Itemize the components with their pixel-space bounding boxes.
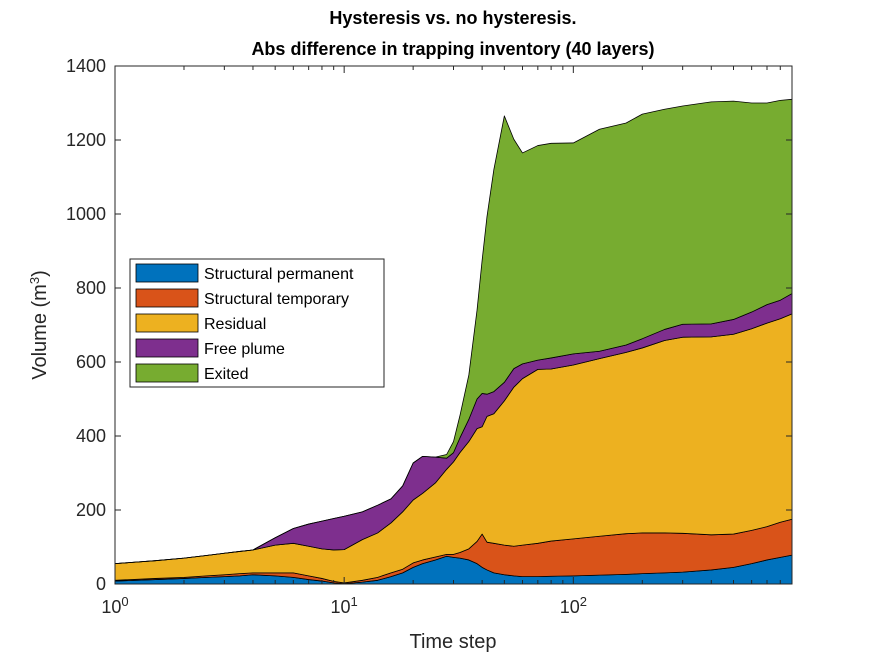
y-tick-label: 0 (96, 574, 106, 594)
y-tick-label: 200 (76, 500, 106, 520)
x-tick-base: 10 (560, 597, 580, 617)
x-tick-exponent: 2 (580, 594, 587, 609)
y-tick-label: 800 (76, 278, 106, 298)
legend-swatch (135, 338, 199, 358)
y-axis-label-close: ) (29, 270, 51, 277)
x-tick-base: 10 (101, 597, 121, 617)
x-axis-label: Time step (409, 631, 496, 653)
legend-label: Free plume (204, 341, 285, 358)
y-axis-label: Volume (m3) (27, 270, 52, 380)
legend-label: Structural temporary (204, 291, 349, 308)
y-tick-label: 1000 (66, 204, 106, 224)
x-axis-ticks: 100 101 102 (101, 66, 793, 618)
legend-label: Exited (204, 366, 248, 383)
legend: Structural permanent Structural temporary… (129, 258, 385, 388)
x-tick-label: 102 (560, 594, 587, 618)
x-tick-exponent: 1 (351, 594, 358, 609)
legend-label: Structural permanent (204, 266, 354, 283)
chart-title-line2: Abs difference in trapping inventory (40… (251, 39, 654, 59)
legend-swatch (135, 288, 199, 308)
y-tick-label: 1400 (66, 56, 106, 76)
x-tick-base: 10 (331, 597, 351, 617)
legend-swatch (135, 263, 199, 283)
legend-label: Residual (204, 316, 266, 333)
chart-title-line1: Hysteresis vs. no hysteresis. (329, 8, 576, 28)
y-tick-label: 600 (76, 352, 106, 372)
x-tick-label: 101 (331, 594, 358, 618)
x-tick-exponent: 0 (121, 594, 128, 609)
legend-swatch (135, 363, 199, 383)
legend-swatch (135, 313, 199, 333)
y-axis-label-main: Volume (m (29, 284, 51, 380)
y-tick-label: 1200 (66, 130, 106, 150)
y-axis-ticks: 0 200 400 600 800 1000 1200 1400 (66, 56, 792, 594)
x-tick-label: 100 (101, 594, 128, 618)
y-axis-label-exponent: 3 (27, 277, 42, 284)
y-tick-label: 400 (76, 426, 106, 446)
